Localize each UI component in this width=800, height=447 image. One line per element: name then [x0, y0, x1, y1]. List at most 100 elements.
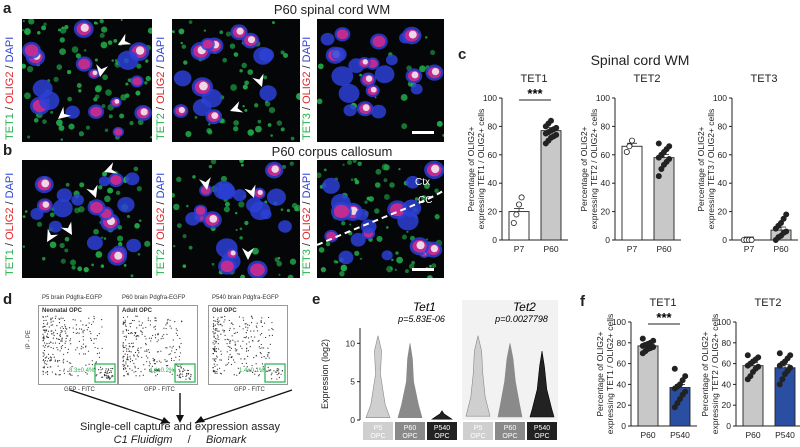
- event-dot: [135, 338, 137, 340]
- tet-signal-speck: [68, 123, 75, 130]
- flow-plot-subtitle: Neonatal OPC: [42, 308, 83, 314]
- tet-signal-speck: [389, 182, 395, 188]
- event-dot: [261, 363, 264, 365]
- event-dot: [46, 360, 48, 362]
- event-dot: [125, 345, 127, 347]
- gfp-event-dot: [189, 378, 191, 380]
- data-point: [671, 404, 678, 411]
- event-dot: [47, 346, 49, 348]
- event-dot: [172, 339, 174, 341]
- dapi-nucleus: [173, 70, 192, 87]
- event-dot: [213, 348, 215, 350]
- event-dot: [95, 375, 97, 377]
- event-dot: [226, 343, 228, 345]
- event-dot: [235, 332, 237, 334]
- event-dot: [245, 326, 247, 328]
- event-dot: [42, 322, 45, 325]
- event-dot: [129, 358, 132, 360]
- event-dot: [129, 361, 132, 363]
- tet-signal-speck: [318, 247, 325, 253]
- event-dot: [164, 359, 166, 361]
- tet-colocalized: [370, 86, 377, 93]
- event-dot: [45, 316, 47, 318]
- event-dot: [154, 317, 156, 319]
- event-dot: [258, 339, 260, 342]
- tet-colocalized: [114, 99, 120, 104]
- event-dot: [86, 373, 88, 375]
- event-dot: [68, 327, 71, 329]
- data-point: [650, 337, 657, 344]
- event-dot: [236, 349, 238, 351]
- violin-category-box: [363, 422, 393, 440]
- event-dot: [248, 341, 250, 343]
- tet-signal-speck: [144, 240, 151, 247]
- event-dot: [263, 322, 266, 324]
- event-dot: [144, 368, 146, 370]
- tet-signal-speck: [120, 19, 123, 22]
- event-dot: [171, 347, 173, 349]
- event-dot: [54, 317, 57, 319]
- event-dot: [51, 371, 53, 373]
- tet-signal-speck: [36, 221, 43, 227]
- gfp-event-dot: [104, 371, 106, 374]
- event-dot: [129, 356, 131, 358]
- tet-signal-speck: [347, 160, 353, 166]
- event-dot: [53, 356, 55, 358]
- event-dot: [131, 369, 133, 371]
- event-dot: [79, 328, 81, 330]
- arrowhead-marker: [60, 221, 72, 235]
- tet-signal-speck: [100, 41, 108, 49]
- y-tick-label: 100: [612, 317, 626, 327]
- y-tick-label: 5: [350, 377, 355, 387]
- flow-x-axis-label: GFP - FITC: [144, 387, 175, 393]
- event-dot: [67, 335, 69, 337]
- event-dot: [43, 352, 45, 354]
- event-dot: [160, 361, 162, 363]
- event-dot: [269, 343, 272, 345]
- event-dot: [131, 319, 134, 322]
- event-dot: [140, 347, 142, 349]
- gfp-event-dot: [108, 369, 110, 371]
- event-dot: [261, 325, 263, 328]
- event-dot: [60, 346, 62, 348]
- event-dot: [238, 316, 241, 318]
- gfp-event-dot: [105, 374, 107, 376]
- event-dot: [62, 362, 65, 364]
- tet-signal-speck: [290, 136, 295, 141]
- event-dot: [60, 317, 62, 319]
- data-point: [776, 350, 783, 357]
- event-dot: [151, 365, 153, 368]
- tet-signal-speck: [102, 74, 108, 81]
- event-dot: [260, 320, 262, 322]
- event-dot: [136, 354, 138, 356]
- event-dot: [122, 363, 124, 366]
- tet-signal-speck: [408, 263, 415, 270]
- event-dot: [122, 346, 125, 349]
- event-dot: [229, 353, 231, 356]
- tet-signal-speck: [411, 260, 415, 265]
- event-dot: [213, 340, 215, 342]
- tet-signal-speck: [244, 220, 249, 226]
- event-dot: [134, 331, 136, 334]
- tet-colocalized: [178, 106, 185, 114]
- event-dot: [67, 352, 69, 354]
- event-dot: [125, 370, 127, 373]
- tet-signal-speck: [182, 234, 187, 239]
- event-dot: [130, 351, 132, 353]
- event-dot: [122, 342, 125, 344]
- tet-signal-speck: [93, 228, 99, 235]
- tet-signal-speck: [349, 223, 352, 226]
- caption-line2: C1 Fluidigm / Biomark: [113, 434, 247, 446]
- y-tick-label: 80: [722, 338, 732, 348]
- gate-percentage: 4.4±0.2%: [149, 368, 175, 374]
- event-dot: [82, 343, 84, 345]
- event-dot: [46, 373, 49, 375]
- event-dot: [215, 350, 217, 352]
- tet-colocalized: [431, 164, 440, 174]
- tet-signal-speck: [49, 212, 55, 218]
- chart-title: TET1: [650, 297, 677, 309]
- event-dot: [213, 316, 215, 318]
- event-dot: [57, 338, 59, 340]
- data-point: [778, 219, 785, 226]
- event-dot: [256, 326, 258, 328]
